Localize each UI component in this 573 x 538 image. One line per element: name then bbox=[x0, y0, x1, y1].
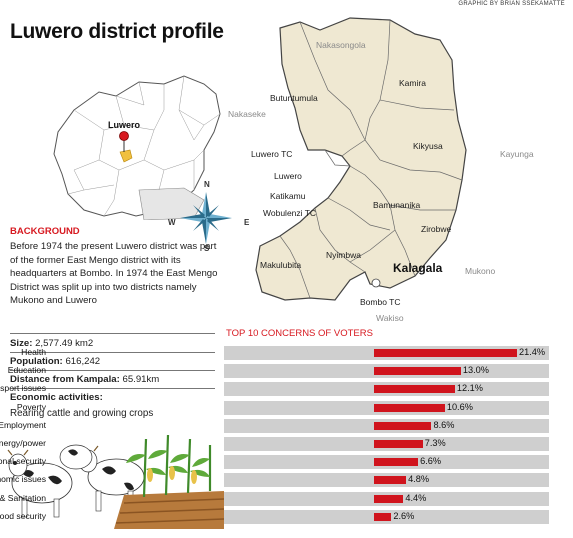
subcounty-bombo-tc-label: Bombo TC bbox=[360, 297, 401, 307]
fact-distance-label: Distance from Kampala: bbox=[10, 374, 120, 385]
uganda-locator-map bbox=[53, 75, 221, 220]
luwero-district-highlight bbox=[119, 149, 133, 163]
bar-value-label: 13.0% bbox=[462, 365, 489, 376]
district-boundaries bbox=[67, 75, 221, 217]
neighbour-nakaseke-label: Nakaseke bbox=[228, 109, 266, 119]
divider bbox=[10, 388, 215, 389]
bombo-tc-marker bbox=[371, 278, 381, 288]
bar bbox=[374, 458, 419, 467]
fact-distance: Distance from Kampala: 65.91km bbox=[10, 374, 215, 385]
location-pin-icon bbox=[119, 131, 129, 152]
crop-field-icon bbox=[114, 434, 225, 529]
cow-icon bbox=[7, 449, 73, 518]
bar bbox=[374, 476, 407, 485]
divider bbox=[10, 352, 215, 353]
bar-category-label: Poverty bbox=[16, 401, 46, 412]
bar-category-label: Energy/power bbox=[0, 438, 46, 448]
uganda-outline bbox=[53, 75, 221, 217]
graphic-credit: GRAPHIC BY BRIAN SSEKAMATTE bbox=[458, 1, 565, 7]
bar bbox=[374, 367, 461, 376]
subcounty-kamira-label: Kamira bbox=[399, 78, 426, 88]
bar bbox=[374, 440, 423, 448]
cattle-and-crops-illustration bbox=[7, 434, 225, 529]
bar-category-label: National security bbox=[0, 456, 46, 467]
bar-category-label: Business & economic issues bbox=[0, 474, 46, 485]
chart-title: TOP 10 CONCERNS OF VOTERS bbox=[226, 328, 373, 339]
subcounty-luwero-label: Luwero bbox=[274, 171, 302, 181]
cow-icon bbox=[59, 444, 93, 470]
neighbour-mukono-label: Mukono bbox=[465, 266, 496, 276]
uganda-map-pin-label: Luwero bbox=[108, 120, 141, 130]
bar-value-label: 7.3% bbox=[424, 438, 446, 448]
compass-south-label: S bbox=[204, 244, 210, 253]
bar-value-label: 4.4% bbox=[405, 492, 427, 503]
subcounty-luwero-tc-label: Luwero TC bbox=[251, 149, 293, 159]
bar-value-label: 21.4% bbox=[519, 347, 546, 357]
subcounty-kalagala-label: Kalagala bbox=[393, 261, 443, 275]
bar-category-label: Education bbox=[7, 365, 46, 376]
fact-economic-activities: Economic activities: bbox=[10, 392, 215, 403]
bar-category-label: Health bbox=[21, 347, 46, 357]
fact-size: Size: 2,577.49 km2 bbox=[10, 338, 215, 349]
lake-victoria bbox=[138, 187, 205, 220]
subcounty-nyimbwa-label: Nyimbwa bbox=[326, 250, 361, 260]
subcounty-kikyusa-label: Kikyusa bbox=[413, 141, 443, 151]
fact-population-label: Population: bbox=[10, 356, 63, 367]
fact-distance-value: 65.91km bbox=[122, 374, 160, 385]
bar-value-label: 6.6% bbox=[420, 456, 442, 467]
divider bbox=[10, 333, 215, 334]
bar-category-label: Water & Sanitation bbox=[0, 492, 46, 503]
bar-value-label: 12.1% bbox=[456, 383, 483, 394]
luwero-district-map bbox=[255, 17, 467, 301]
subcounty-boundaries bbox=[279, 19, 463, 299]
fact-size-label: Size: bbox=[10, 338, 33, 349]
neighbour-wakiso-label: Wakiso bbox=[376, 313, 404, 323]
fact-economic-text: Rearing cattle and growing crops bbox=[10, 408, 154, 419]
subcounty-bamunanika-label: Bamunanika bbox=[373, 200, 421, 210]
subcounty-zirobwe-label: Zirobwe bbox=[421, 224, 452, 234]
bar-value-label: 2.6% bbox=[393, 510, 415, 521]
district-outline bbox=[255, 17, 467, 301]
bar bbox=[374, 494, 404, 503]
background-heading: BACKGROUND bbox=[10, 226, 80, 237]
fact-population-value: 616,242 bbox=[65, 356, 101, 367]
bar bbox=[374, 403, 445, 412]
subcounty-wobulenzi-tc-label: Wobulenzi TC bbox=[263, 208, 317, 218]
bar-category-label: Employment bbox=[0, 419, 46, 430]
bar-value-label: 4.8% bbox=[408, 474, 430, 485]
subcounty-makulubita-label: Makulubita bbox=[260, 260, 302, 270]
bar-value-label: 10.6% bbox=[446, 401, 473, 412]
compass-north-label: N bbox=[204, 180, 210, 189]
bar-category-label: Road network & transport issues bbox=[0, 383, 46, 394]
background-text: Before 1974 the present Luwero district … bbox=[10, 241, 218, 306]
compass-east-label: E bbox=[244, 218, 250, 227]
bar bbox=[374, 421, 432, 430]
neighbour-kayunga-label: Kayunga bbox=[500, 149, 534, 159]
compass-rose-icon bbox=[180, 192, 232, 244]
neighbour-nakasongola-label: Nakasongola bbox=[316, 40, 366, 50]
subcounty-katikamu-label: Katikamu bbox=[270, 191, 306, 201]
compass-west-label: W bbox=[168, 218, 176, 227]
page-title: Luwero district profile bbox=[10, 20, 224, 43]
divider bbox=[10, 370, 215, 371]
bar-category-label: Agriculture & food security bbox=[0, 510, 46, 521]
bar bbox=[374, 385, 455, 394]
bar bbox=[374, 349, 517, 357]
fact-size-value: 2,577.49 km2 bbox=[35, 338, 94, 349]
fact-economic-label: Economic activities: bbox=[10, 392, 103, 403]
fact-population: Population: 616,242 bbox=[10, 356, 215, 367]
bar bbox=[374, 512, 392, 521]
bar-value-label: 8.6% bbox=[433, 419, 455, 430]
subcounty-butuntumula-label: Butuntumula bbox=[270, 93, 318, 103]
